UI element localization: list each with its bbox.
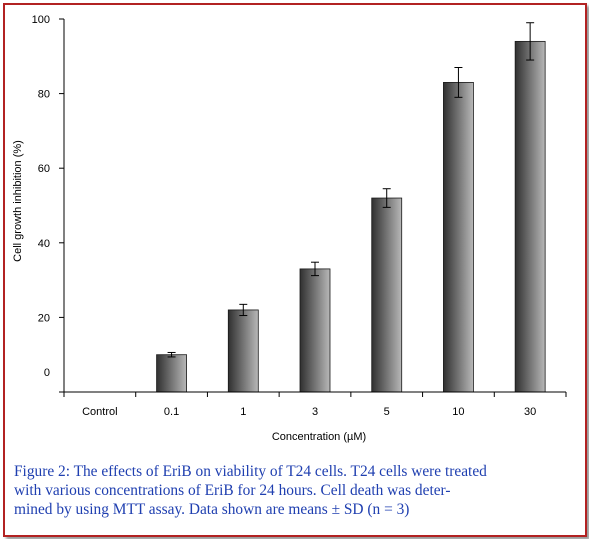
bar-5 <box>371 197 403 393</box>
x-axis-label: Concentration (µM) <box>272 431 366 443</box>
error-bar <box>526 22 535 61</box>
caption-line-2: with various concentrations of EriB for … <box>14 482 451 499</box>
bar-0-1 <box>156 354 187 393</box>
y-axis-label: Cell growth inhibition (%) <box>12 140 24 262</box>
caption-line-3: mined by using MTT assay. Data shown are… <box>14 501 410 518</box>
x-tick-label: 1 <box>240 406 246 418</box>
figure-frame <box>3 3 587 537</box>
error-bar <box>311 261 319 277</box>
figure-caption: Figure 2: The effects of EriB on viabili… <box>14 462 570 519</box>
bar-10 <box>443 82 474 393</box>
y-tick-label: 0 <box>44 367 50 379</box>
bar-3 <box>299 268 331 393</box>
bar-chart: 0 20 40 60 80 100 Control 0.1 1 3 5 10 30 Concentra… <box>12 14 567 443</box>
x-tick-label: Control <box>82 406 117 418</box>
error-bar <box>239 303 248 317</box>
x-tick-label: 10 <box>452 406 464 418</box>
error-bar <box>454 66 463 98</box>
y-tick-label: 100 <box>32 14 50 26</box>
y-tick-label: 60 <box>38 163 50 175</box>
x-tick-label: 30 <box>524 406 536 418</box>
bar-1 <box>227 309 259 393</box>
x-tick-label: 5 <box>384 406 390 418</box>
error-bar <box>382 188 391 208</box>
y-tick-label: 40 <box>38 238 50 250</box>
x-tick-label: 3 <box>312 406 318 418</box>
x-tick-label: 0.1 <box>164 406 179 418</box>
caption-line-1: Figure 2: The effects of EriB on viabili… <box>14 463 487 480</box>
y-tick-label: 20 <box>38 312 50 324</box>
error-bar <box>167 351 176 358</box>
bar-30 <box>514 40 546 393</box>
y-tick-label: 80 <box>38 89 50 101</box>
